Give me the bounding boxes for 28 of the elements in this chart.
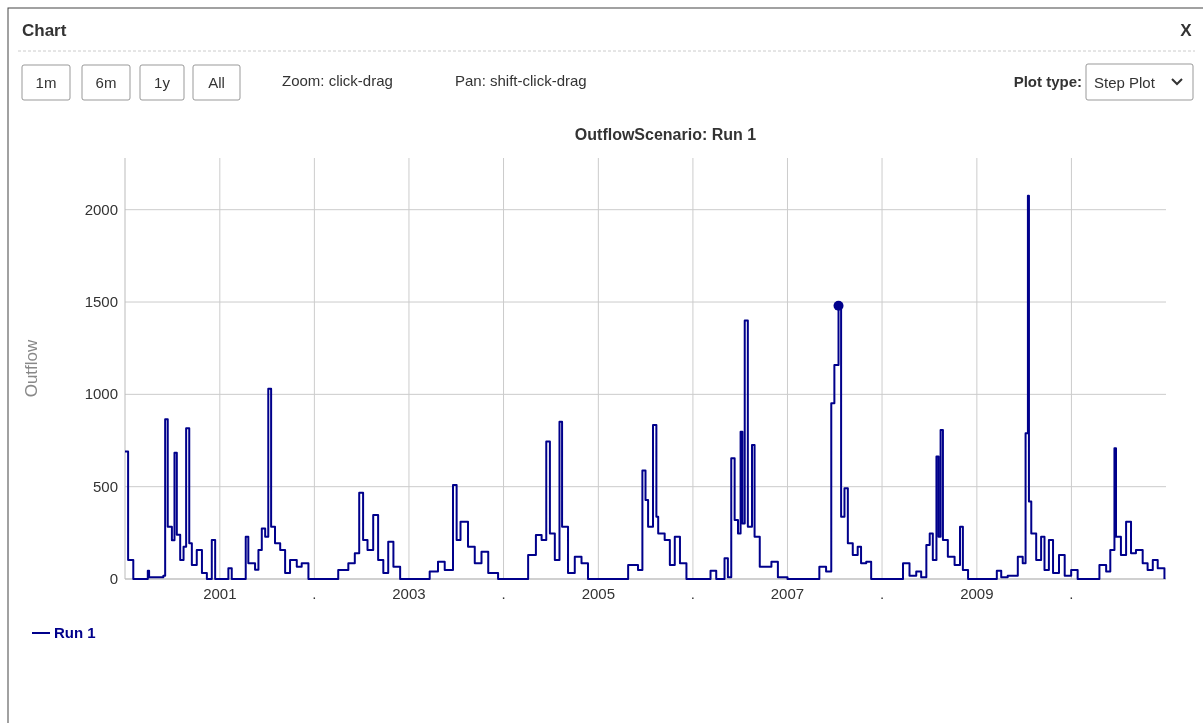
- chart-title: OutflowScenario: Run 1: [574, 126, 757, 143]
- legend-label: Run 1: [54, 624, 96, 641]
- text: 1m: [35, 74, 57, 91]
- y-tick-label: 500: [92, 477, 118, 495]
- text: Plot type:: [1013, 73, 1082, 90]
- y-tick-label: 0: [109, 570, 118, 587]
- text: Chart: [22, 21, 67, 40]
- x-tick-label: 2003: [392, 585, 426, 602]
- text: Pan: shift-click-drag: [455, 72, 587, 89]
- x-tick-label: 2009: [960, 585, 994, 602]
- y-tick-label: 1500: [84, 293, 118, 311]
- x-tick-label: .: [501, 585, 506, 602]
- x-tick-label: 2001: [203, 585, 237, 602]
- text: All: [208, 74, 225, 91]
- x-tick-label: 2005: [581, 585, 616, 602]
- x-tick-label: .: [879, 585, 885, 602]
- x-tick-label: .: [312, 585, 317, 602]
- text: Zoom: click-drag: [282, 72, 393, 89]
- text: 1y: [154, 74, 171, 91]
- x-tick-label: 2007: [770, 585, 805, 602]
- x-tick-label: .: [690, 585, 695, 602]
- y-tick-label: 2000: [84, 200, 118, 218]
- text: X: [1180, 21, 1193, 40]
- y-tick-label: 1000: [84, 385, 118, 403]
- y-axis-title: Outflow: [22, 338, 41, 398]
- text: Step Plot: [1094, 74, 1156, 91]
- text: 6m: [95, 74, 117, 91]
- x-tick-label: .: [1069, 585, 1074, 602]
